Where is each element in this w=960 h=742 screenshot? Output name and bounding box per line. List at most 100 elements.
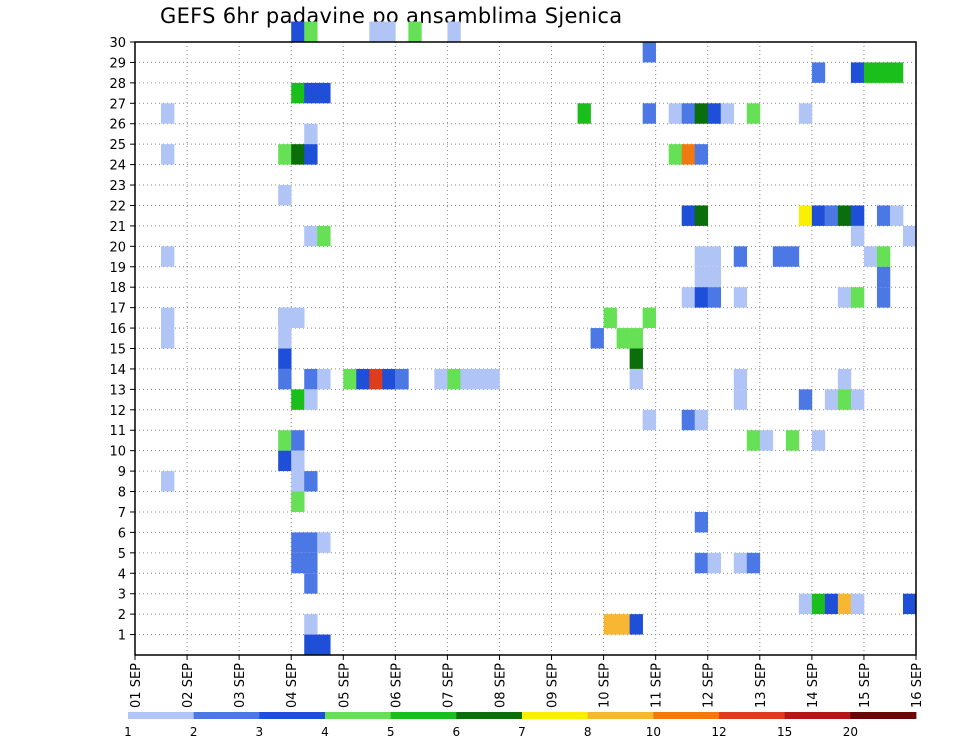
precip-cell — [291, 450, 305, 472]
precip-cell — [837, 368, 852, 390]
colorbar-swatch — [587, 712, 654, 719]
precip-cell — [304, 82, 318, 104]
colorbar-swatch — [193, 712, 260, 719]
colorbar-label: 8 — [584, 725, 592, 739]
precip-cell — [642, 42, 656, 63]
precip-cell — [798, 205, 813, 226]
precip-cell — [161, 471, 175, 492]
precip-cells — [161, 21, 917, 655]
colorbar-label: 10 — [646, 725, 661, 739]
precip-cell — [850, 225, 865, 247]
precip-cell — [161, 328, 175, 349]
x-tick-label: 16 SEP — [910, 663, 925, 708]
precip-cell — [850, 62, 865, 83]
y-tick-label: 12 — [109, 404, 126, 419]
precip-cell — [161, 246, 175, 267]
x-tick-label: 12 SEP — [702, 663, 717, 708]
precip-cell — [304, 389, 318, 410]
precip-cell — [837, 593, 852, 615]
y-tick-label: 14 — [109, 363, 126, 378]
precip-cell — [460, 368, 474, 390]
y-tick-label: 16 — [109, 322, 126, 337]
precip-cell — [395, 368, 409, 390]
precip-cell — [824, 593, 839, 615]
colorbar-swatch — [522, 712, 589, 719]
precip-cell — [850, 287, 865, 308]
y-tick-label: 6 — [118, 526, 126, 541]
precip-cell — [369, 368, 383, 390]
colorbar-label: 6 — [453, 725, 461, 739]
precip-cell — [486, 368, 500, 390]
precip-cell — [304, 471, 318, 492]
y-tick-label: 1 — [118, 629, 126, 644]
precip-cell — [733, 368, 748, 390]
precip-cell — [707, 103, 722, 124]
precip-cell — [317, 532, 331, 553]
precip-cell — [733, 287, 748, 308]
precip-cell — [161, 144, 175, 165]
precip-cell — [772, 246, 787, 267]
colorbar-swatch — [259, 712, 326, 719]
precip-cell — [590, 328, 604, 349]
y-tick-label: 11 — [109, 424, 126, 439]
precip-cell — [759, 430, 774, 451]
precip-cell — [382, 21, 396, 42]
precip-cell — [798, 103, 813, 124]
precip-cell — [694, 103, 709, 124]
x-tick-label: 08 SEP — [493, 663, 508, 708]
y-tick-label: 23 — [109, 179, 126, 194]
precip-cell — [447, 368, 461, 390]
precip-cell — [694, 409, 709, 431]
precip-cell — [798, 389, 813, 410]
x-tick-label: 07 SEP — [441, 663, 456, 708]
precip-cell — [161, 103, 175, 124]
precip-cell — [668, 144, 682, 165]
colorbar-label: 1 — [124, 725, 132, 739]
precip-cell — [876, 246, 891, 267]
y-tick-label: 2 — [118, 608, 126, 623]
precip-cell — [798, 593, 813, 615]
precip-cell — [291, 430, 305, 451]
precip-cell — [785, 246, 800, 267]
precip-cell — [824, 389, 839, 410]
precip-cell — [681, 103, 696, 124]
precip-cell — [642, 103, 656, 124]
precip-cell — [694, 266, 709, 288]
precip-cell — [304, 573, 318, 594]
x-tick-label: 13 SEP — [754, 663, 769, 708]
precip-cell — [824, 205, 839, 226]
precip-cell — [811, 593, 826, 615]
precip-cell — [681, 144, 696, 165]
precip-cell — [304, 225, 318, 247]
y-tick-label: 3 — [118, 588, 126, 603]
precip-cell — [629, 348, 643, 369]
y-tick-label: 27 — [109, 97, 126, 112]
precip-cell — [291, 552, 305, 574]
precip-cell — [356, 368, 370, 390]
precip-cell — [850, 389, 865, 410]
y-tick-label: 24 — [109, 159, 126, 174]
precip-cell — [382, 368, 396, 390]
colorbar-swatch — [128, 712, 195, 719]
precip-cell — [278, 185, 292, 206]
y-tick-label: 29 — [109, 56, 126, 71]
precip-cell — [278, 430, 292, 451]
x-tick-label: 04 SEP — [285, 663, 300, 708]
precip-cell — [434, 368, 448, 390]
precip-cell — [811, 205, 826, 226]
precip-cell — [902, 593, 917, 615]
precip-cell — [304, 552, 318, 574]
y-tick-label: 10 — [109, 445, 126, 460]
y-tick-label: 15 — [109, 343, 126, 358]
precip-cell — [447, 21, 461, 42]
x-tick-label: 01 SEP — [129, 663, 144, 708]
precip-cell — [291, 144, 305, 165]
precip-cell — [304, 123, 318, 145]
precip-cell — [317, 225, 331, 247]
grid-lines — [135, 41, 916, 655]
y-tick-label: 26 — [109, 118, 126, 133]
x-tick-label: 02 SEP — [181, 663, 196, 708]
precip-cell — [317, 82, 331, 104]
colorbar-label: 2 — [190, 725, 198, 739]
